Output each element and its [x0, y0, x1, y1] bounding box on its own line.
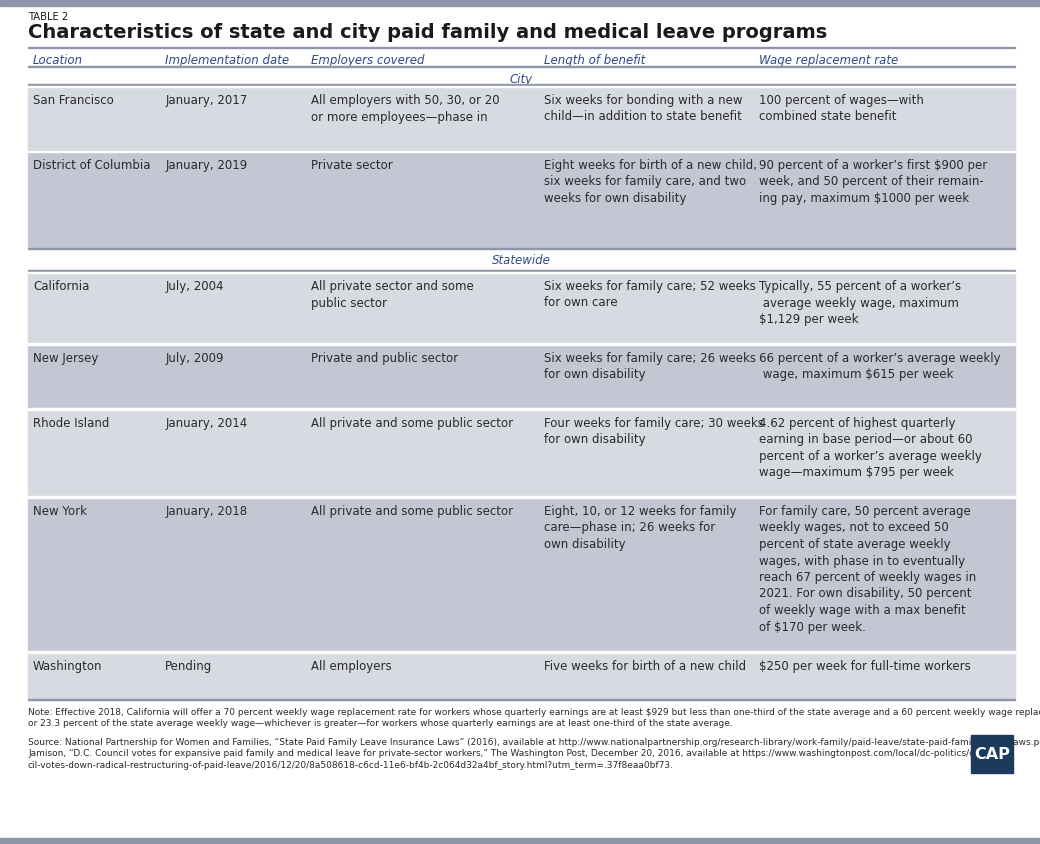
Bar — [28, 151, 1015, 152]
Text: 90 percent of a worker’s first $900 per
week, and 50 percent of their remain-
in: 90 percent of a worker’s first $900 per … — [759, 159, 988, 205]
Bar — [28, 408, 1015, 409]
Bar — [28, 272, 1015, 273]
Text: San Francisco: San Francisco — [33, 94, 113, 107]
Bar — [0, 0, 1040, 7]
Bar — [28, 496, 1015, 497]
Text: Six weeks for family care; 26 weeks
for own disability: Six weeks for family care; 26 weeks for … — [544, 352, 756, 381]
Text: 4.62 percent of highest quarterly
earning in base period—or about 60
percent of : 4.62 percent of highest quarterly earnin… — [759, 416, 983, 479]
Text: July, 2004: July, 2004 — [165, 279, 224, 293]
Text: For family care, 50 percent average
weekly wages, not to exceed 50
percent of st: For family care, 50 percent average week… — [759, 505, 977, 633]
Text: Pending: Pending — [165, 659, 212, 672]
Bar — [28, 270, 1015, 272]
Text: Implementation date: Implementation date — [165, 54, 289, 67]
Text: Six weeks for bonding with a new
child—in addition to state benefit: Six weeks for bonding with a new child—i… — [544, 94, 743, 123]
Text: City: City — [510, 73, 534, 86]
Text: California: California — [33, 279, 89, 293]
Text: District of Columbia: District of Columbia — [33, 159, 151, 172]
Text: TABLE 2: TABLE 2 — [28, 12, 69, 22]
Bar — [28, 273, 1015, 344]
Text: Four weeks for family care; 30 weeks
for own disability: Four weeks for family care; 30 weeks for… — [544, 416, 764, 446]
Text: Eight weeks for birth of a new child,
six weeks for family care, and two
weeks f: Eight weeks for birth of a new child, si… — [544, 159, 757, 205]
Text: Statewide: Statewide — [492, 254, 551, 267]
Bar — [28, 497, 1015, 498]
Text: January, 2014: January, 2014 — [165, 416, 248, 430]
Bar — [28, 67, 1015, 68]
Text: Private and public sector: Private and public sector — [311, 352, 459, 365]
Bar — [28, 48, 1015, 49]
Text: All private sector and some
public sector: All private sector and some public secto… — [311, 279, 474, 309]
Bar — [28, 84, 1015, 86]
Bar — [0, 838, 1040, 844]
Text: CAP: CAP — [974, 747, 1010, 761]
Text: $250 per week for full-time workers: $250 per week for full-time workers — [759, 659, 971, 672]
Bar — [28, 87, 1015, 152]
Bar — [28, 497, 1015, 652]
Text: 66 percent of a worker’s average weekly
 wage, maximum $615 per week: 66 percent of a worker’s average weekly … — [759, 352, 1002, 381]
Text: New York: New York — [33, 505, 87, 517]
Text: Eight, 10, or 12 weeks for family
care—phase in; 26 weeks for
own disability: Eight, 10, or 12 weeks for family care—p… — [544, 505, 736, 550]
Text: Characteristics of state and city paid family and medical leave programs: Characteristics of state and city paid f… — [28, 23, 827, 42]
Bar — [28, 152, 1015, 250]
Text: January, 2018: January, 2018 — [165, 505, 248, 517]
Bar — [28, 344, 1015, 409]
Bar — [28, 86, 1015, 88]
Text: Source: National Partnership for Women and Families, “State Paid Family Leave In: Source: National Partnership for Women a… — [28, 737, 1040, 769]
Text: Five weeks for birth of a new child: Five weeks for birth of a new child — [544, 659, 747, 672]
Text: Employers covered: Employers covered — [311, 54, 424, 67]
Text: All private and some public sector: All private and some public sector — [311, 416, 514, 430]
Text: Typically, 55 percent of a worker’s
 average weekly wage, maximum
$1,129 per wee: Typically, 55 percent of a worker’s aver… — [759, 279, 962, 326]
Text: January, 2017: January, 2017 — [165, 94, 248, 107]
Bar — [971, 735, 1013, 773]
Bar — [28, 250, 1015, 272]
Text: 100 percent of wages—with
combined state benefit: 100 percent of wages—with combined state… — [759, 94, 925, 123]
Text: Private sector: Private sector — [311, 159, 393, 172]
Bar — [28, 409, 1015, 497]
Bar — [28, 248, 1015, 250]
Bar — [28, 652, 1015, 701]
Text: All employers with 50, 30, or 20
or more employees—phase in: All employers with 50, 30, or 20 or more… — [311, 94, 500, 123]
Text: Washington: Washington — [33, 659, 103, 672]
Bar — [28, 344, 1015, 345]
Text: Note: Effective 2018, California will offer a 70 percent weekly wage replacement: Note: Effective 2018, California will of… — [28, 707, 1040, 728]
Bar — [28, 409, 1015, 410]
Text: Rhode Island: Rhode Island — [33, 416, 109, 430]
Text: July, 2009: July, 2009 — [165, 352, 224, 365]
Text: Location: Location — [33, 54, 83, 67]
Text: January, 2019: January, 2019 — [165, 159, 248, 172]
Bar — [28, 699, 1015, 701]
Text: Wage replacement rate: Wage replacement rate — [759, 54, 899, 67]
Text: Length of benefit: Length of benefit — [544, 54, 646, 67]
Text: All employers: All employers — [311, 659, 392, 672]
Text: New Jersey: New Jersey — [33, 352, 99, 365]
Text: Six weeks for family care; 52 weeks
for own care: Six weeks for family care; 52 weeks for … — [544, 279, 756, 309]
Text: All private and some public sector: All private and some public sector — [311, 505, 514, 517]
